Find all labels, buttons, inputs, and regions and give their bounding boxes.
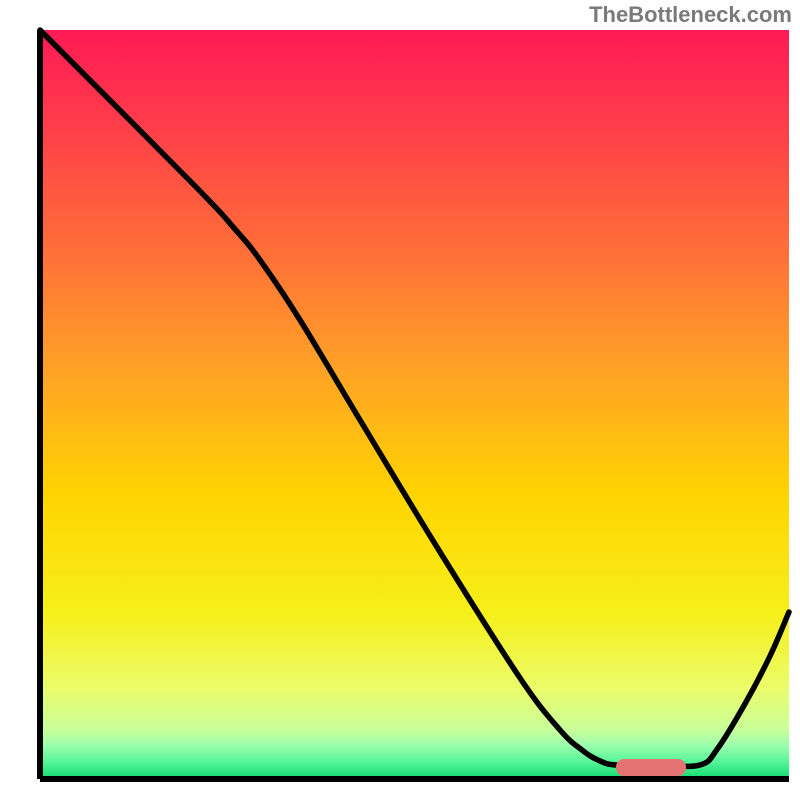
watermark-text: TheBottleneck.com — [589, 2, 792, 28]
bottleneck-curve-chart — [0, 0, 800, 800]
optimal-range-marker — [616, 759, 686, 776]
chart-container: { "watermark": { "text": "TheBottleneck.… — [0, 0, 800, 800]
